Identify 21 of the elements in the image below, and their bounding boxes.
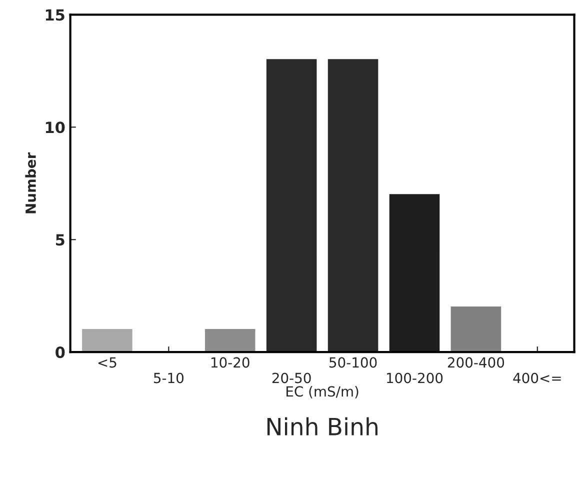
x-tick-label: 400<=	[513, 372, 561, 384]
text: Ninh Binh	[267, 417, 378, 436]
y-axis-title: Number	[25, 152, 36, 214]
bar	[450, 306, 502, 352]
x-tick-label: 5-10	[154, 372, 184, 384]
bar	[389, 194, 440, 352]
bar	[328, 59, 378, 352]
x-tick-label: 100-200	[387, 372, 443, 384]
y-tick-label: 5	[56, 234, 64, 246]
y-tick-label: 15	[46, 9, 64, 21]
x-tick-label: 50-100	[330, 357, 377, 368]
bar	[82, 329, 132, 352]
x-tick-label: <5	[98, 357, 116, 368]
x-axis-title: EC (mS/m)	[286, 386, 358, 398]
bar	[204, 329, 256, 352]
y-tick-label: 10	[46, 122, 65, 134]
x-tick-label: 200-400	[448, 357, 504, 368]
bar	[266, 59, 317, 352]
x-tick-label: 10-20	[211, 357, 250, 368]
x-tick-label: 20-50	[272, 372, 311, 384]
y-tick-label: 0	[56, 346, 65, 358]
